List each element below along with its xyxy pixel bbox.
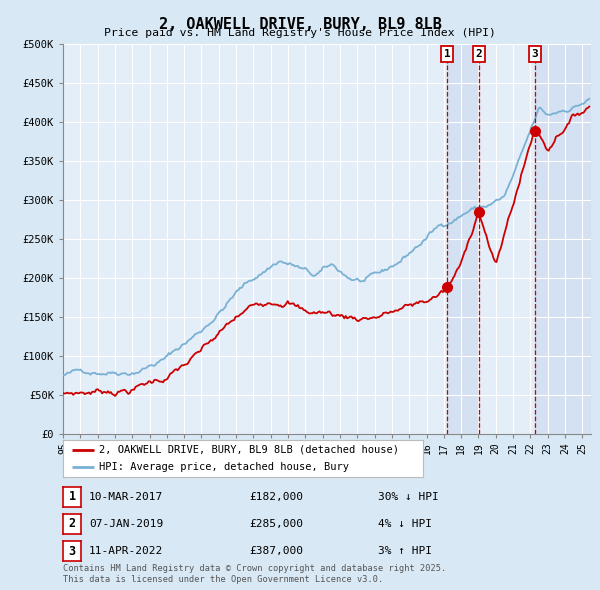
Text: £182,000: £182,000 xyxy=(249,492,303,502)
Text: 4% ↓ HPI: 4% ↓ HPI xyxy=(378,519,432,529)
Text: 30% ↓ HPI: 30% ↓ HPI xyxy=(378,492,439,502)
Text: 3: 3 xyxy=(532,49,538,59)
Text: Contains HM Land Registry data © Crown copyright and database right 2025.: Contains HM Land Registry data © Crown c… xyxy=(63,565,446,573)
Text: 2, OAKWELL DRIVE, BURY, BL9 8LB: 2, OAKWELL DRIVE, BURY, BL9 8LB xyxy=(158,17,442,31)
Text: 2: 2 xyxy=(68,517,76,530)
Bar xyxy=(535,44,591,434)
Text: 2, OAKWELL DRIVE, BURY, BL9 8LB (detached house): 2, OAKWELL DRIVE, BURY, BL9 8LB (detache… xyxy=(99,445,399,455)
Bar xyxy=(447,44,479,434)
Text: 2: 2 xyxy=(475,49,482,59)
Text: 3: 3 xyxy=(68,545,76,558)
Text: 07-JAN-2019: 07-JAN-2019 xyxy=(89,519,163,529)
Text: 1: 1 xyxy=(68,490,76,503)
Text: HPI: Average price, detached house, Bury: HPI: Average price, detached house, Bury xyxy=(99,462,349,472)
Text: 3% ↑ HPI: 3% ↑ HPI xyxy=(378,546,432,556)
Text: 1: 1 xyxy=(444,49,451,59)
Text: £285,000: £285,000 xyxy=(249,519,303,529)
Text: This data is licensed under the Open Government Licence v3.0.: This data is licensed under the Open Gov… xyxy=(63,575,383,584)
Text: 11-APR-2022: 11-APR-2022 xyxy=(89,546,163,556)
Text: £387,000: £387,000 xyxy=(249,546,303,556)
Text: Price paid vs. HM Land Registry's House Price Index (HPI): Price paid vs. HM Land Registry's House … xyxy=(104,28,496,38)
Text: 10-MAR-2017: 10-MAR-2017 xyxy=(89,492,163,502)
